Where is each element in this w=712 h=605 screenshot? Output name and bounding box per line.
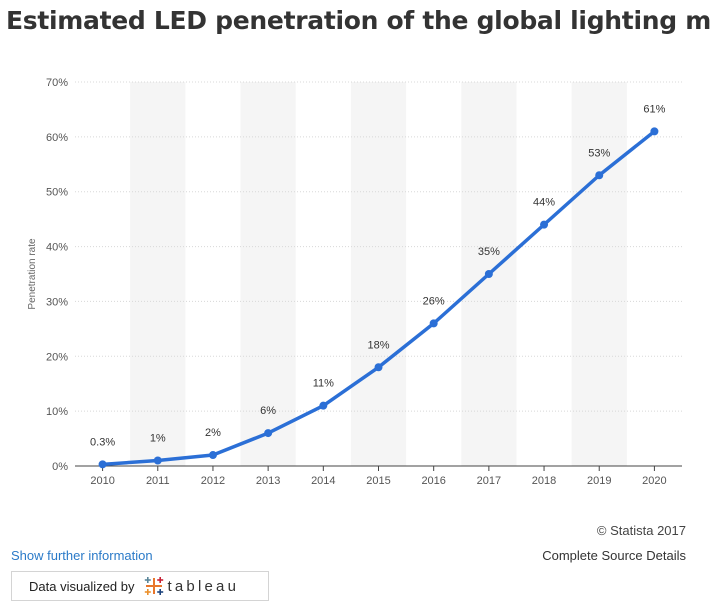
x-tick-label: 2013 [256, 475, 280, 487]
x-axis-ticks: 2010 2011 2012 2013 2014 2015 2016 2017 2018 2019… [90, 466, 667, 487]
x-tick-label: 2011 [146, 475, 170, 487]
data-label: 1% [150, 433, 166, 445]
data-point [650, 127, 659, 136]
data-label: 11% [313, 378, 334, 390]
data-point [374, 363, 383, 372]
tableau-wordmark: tableau [167, 577, 240, 595]
badge-text: Data visualized by [29, 578, 135, 594]
y-tick-label: 60% [46, 132, 68, 144]
data-label: 18% [367, 339, 389, 351]
y-tick-label: 70% [46, 77, 68, 89]
data-label: 44% [533, 197, 555, 209]
copyright-text: © Statista 2017 [596, 523, 686, 538]
background-band [130, 82, 186, 466]
y-axis-ticks: 0% 10% 20% 30% 40% 50% 60% 70% [46, 77, 68, 473]
data-label: 6% [260, 405, 276, 417]
y-tick-label: 20% [46, 351, 68, 363]
x-tick-label: 2010 [90, 475, 114, 487]
data-label: 61% [643, 103, 665, 115]
data-label: 0.3% [90, 436, 115, 448]
show-further-information-link[interactable]: Show further information [11, 548, 153, 563]
line-chart: 0% 10% 20% 30% 40% 50% 60% 70% 2010 2011 2012 2013… [27, 77, 682, 487]
data-point [484, 270, 493, 278]
x-tick-label: 2017 [477, 475, 501, 487]
tableau-logo: tableau [143, 575, 240, 597]
y-axis-label: Penetration rate [27, 238, 38, 310]
y-tick-label: 30% [46, 296, 68, 308]
gridlines [75, 81, 682, 412]
x-tick-label: 2020 [642, 475, 666, 487]
chart-title: Estimated LED penetration of the global … [6, 6, 712, 35]
background-bands [130, 82, 627, 466]
data-label: 2% [205, 427, 221, 439]
x-tick-label: 2015 [366, 475, 390, 487]
tableau-badge[interactable]: Data visualized by tableau [11, 571, 269, 601]
background-band [571, 82, 627, 466]
y-tick-label: 0% [52, 461, 68, 473]
data-point [264, 429, 273, 438]
background-band [350, 82, 407, 466]
x-tick-label: 2019 [587, 475, 611, 487]
x-tick-label: 2016 [421, 475, 445, 487]
x-tick-label: 2014 [311, 475, 335, 487]
y-tick-label: 40% [46, 242, 68, 254]
data-point [319, 401, 328, 410]
x-tick-label: 2012 [201, 475, 225, 487]
data-label: 53% [588, 147, 610, 159]
data-point [153, 456, 162, 465]
source-details-link[interactable]: Complete Source Details [542, 548, 686, 563]
data-point [208, 451, 217, 460]
background-band [240, 82, 296, 466]
x-tick-label: 2018 [532, 475, 556, 487]
data-point [540, 220, 549, 229]
data-labels: 0.3% 1% 2% 6% 11% 18% 26% 35% 44% 53% 61% [90, 103, 666, 448]
data-label: 35% [478, 246, 500, 258]
data-point [595, 171, 604, 180]
y-tick-label: 50% [46, 187, 68, 199]
data-points [98, 127, 659, 469]
tableau-cross-icon [144, 577, 163, 595]
data-point [98, 460, 107, 469]
data-point [429, 319, 438, 328]
data-label: 26% [423, 295, 445, 307]
y-tick-label: 10% [46, 406, 68, 418]
